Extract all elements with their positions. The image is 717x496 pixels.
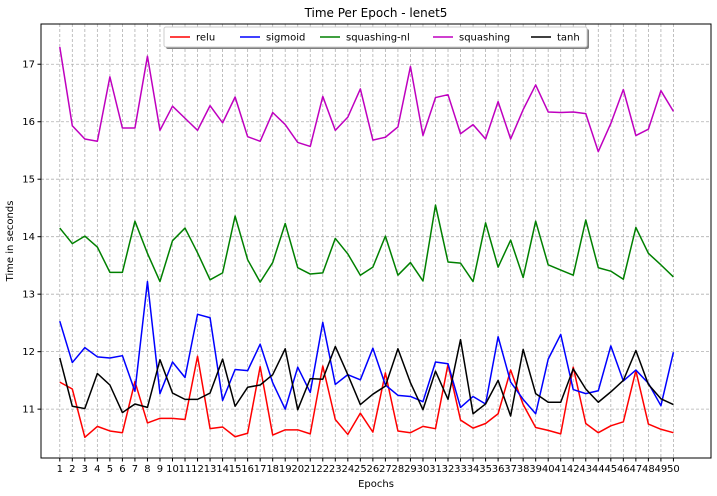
x-tick-label: 41 [554, 464, 567, 475]
x-tick-label: 23 [329, 464, 342, 475]
y-tick-label: 11 [22, 405, 35, 416]
legend-label-sigmoid: sigmoid [266, 33, 305, 44]
x-tick-label: 40 [542, 464, 555, 475]
series-line-squashing [59, 46, 675, 153]
x-tick-label: 15 [229, 464, 242, 475]
x-tick-label: 20 [291, 464, 304, 475]
x-tick-label: 11 [179, 464, 192, 475]
x-tick-label: 8 [144, 464, 150, 475]
x-tick-label: 4 [94, 464, 100, 475]
y-axis-ticks: 11 12 13 14 15 16 17 [22, 60, 41, 416]
y-tick-label: 12 [22, 347, 35, 358]
series-line-sigmoid [59, 280, 675, 415]
y-axis-title: Time in seconds [5, 201, 16, 283]
y-tick-label: 14 [22, 232, 35, 243]
x-tick-label: 24 [341, 464, 354, 475]
x-tick-label: 13 [204, 464, 217, 475]
x-tick-label: 9 [157, 464, 163, 475]
series-line-tanh [59, 338, 674, 417]
series-line-relu [59, 355, 674, 439]
x-tick-label: 27 [379, 464, 392, 475]
x-tick-label: 47 [629, 464, 642, 475]
series-line-squashing-nl [59, 204, 674, 283]
x-tick-label: 48 [642, 464, 655, 475]
x-tick-label: 17 [254, 464, 267, 475]
x-tick-label: 6 [119, 464, 125, 475]
legend-label-relu: relu [196, 33, 215, 44]
x-tick-label: 46 [617, 464, 630, 475]
legend: relu sigmoid squashing-nl squashing tanh [163, 26, 589, 49]
x-tick-label: 2 [69, 464, 75, 475]
x-tick-label: 30 [417, 464, 430, 475]
x-tick-label: 42 [567, 464, 580, 475]
y-tick-label: 13 [22, 290, 35, 301]
y-tick-label: 16 [22, 117, 35, 128]
legend-label-squashing: squashing [459, 33, 510, 44]
x-tick-label: 50 [667, 464, 680, 475]
x-tick-label: 49 [655, 464, 668, 475]
x-tick-label: 14 [216, 464, 229, 475]
x-tick-label: 12 [191, 464, 204, 475]
x-tick-label: 21 [304, 464, 317, 475]
x-tick-label: 31 [429, 464, 442, 475]
x-tick-label: 32 [442, 464, 455, 475]
x-axis-ticks: 1 2 3 4 5 6 7 8 9 10 11 12 13 14 15 16 17 18 19 20 21 22 23 24 2… [57, 458, 680, 475]
y-tick-label: 15 [22, 175, 35, 186]
x-tick-label: 1 [57, 464, 63, 475]
x-tick-label: 36 [492, 464, 505, 475]
x-tick-label: 19 [279, 464, 292, 475]
x-tick-label: 25 [354, 464, 367, 475]
x-tick-label: 28 [392, 464, 405, 475]
x-tick-label: 38 [517, 464, 530, 475]
x-tick-label: 44 [592, 464, 605, 475]
x-tick-label: 29 [404, 464, 417, 475]
grid-lines [41, 24, 711, 458]
x-tick-label: 7 [132, 464, 138, 475]
x-tick-label: 26 [367, 464, 380, 475]
legend-label-tanh: tanh [557, 33, 580, 44]
x-tick-label: 3 [82, 464, 88, 475]
x-axis-title: Epochs [358, 479, 394, 490]
legend-label-squashing-nl: squashing-nl [346, 33, 410, 44]
y-tick-label: 17 [22, 60, 35, 71]
series-lines [59, 46, 675, 439]
x-tick-label: 34 [467, 464, 480, 475]
plot-area-frame [40, 23, 712, 459]
x-tick-label: 22 [316, 464, 329, 475]
x-tick-label: 5 [107, 464, 113, 475]
chart-title: Time Per Epoch - lenet5 [304, 6, 448, 20]
x-tick-label: 16 [241, 464, 254, 475]
x-tick-label: 37 [504, 464, 517, 475]
x-tick-label: 33 [454, 464, 467, 475]
x-tick-label: 18 [266, 464, 279, 475]
x-tick-label: 35 [479, 464, 492, 475]
x-tick-label: 39 [529, 464, 542, 475]
x-tick-label: 10 [166, 464, 179, 475]
x-tick-label: 45 [604, 464, 617, 475]
legend-box [163, 26, 588, 48]
x-tick-label: 43 [579, 464, 592, 475]
